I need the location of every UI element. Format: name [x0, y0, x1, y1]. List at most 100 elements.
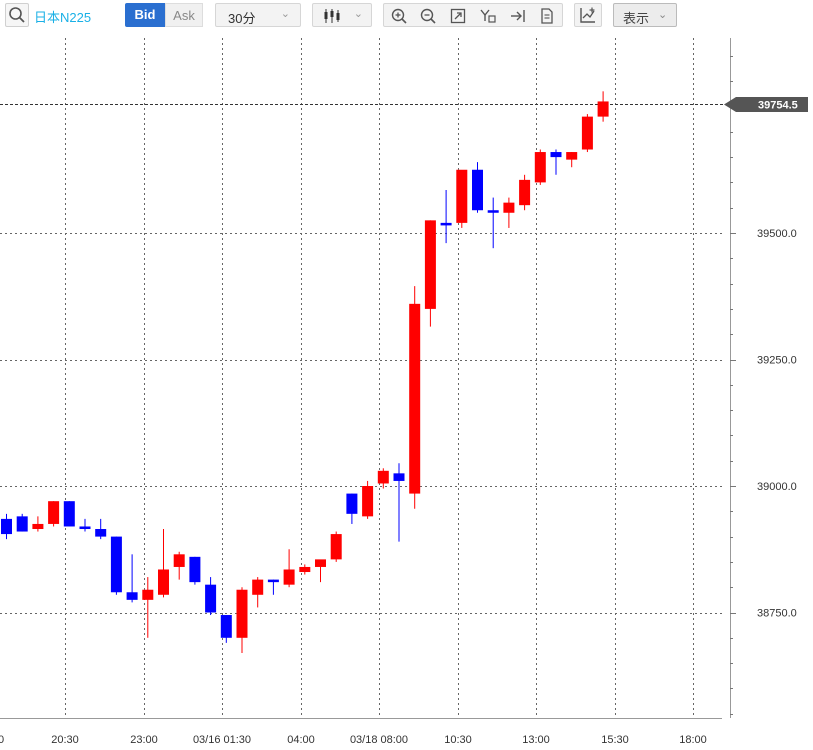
candle: [299, 564, 311, 575]
candle: [220, 615, 232, 643]
candle: [393, 463, 405, 542]
x-tick-label: 04:00: [287, 734, 315, 746]
candle-body: [409, 303, 421, 494]
candle: [158, 529, 169, 598]
candle-body: [456, 169, 468, 223]
candle-body: [142, 589, 154, 600]
candle: [456, 169, 468, 228]
candle: [519, 174, 531, 211]
candle: [315, 559, 326, 583]
candle: [472, 162, 483, 213]
candle-body: [220, 615, 232, 638]
candle-body: [597, 101, 609, 117]
candle: [362, 480, 374, 519]
candle-body: [110, 536, 122, 593]
candle-body: [1, 518, 12, 535]
candle-body: [95, 529, 107, 537]
fit-icon[interactable]: [449, 7, 467, 25]
candle: [32, 516, 44, 532]
candle: [597, 91, 609, 122]
candle: [487, 197, 499, 249]
candle-body: [377, 470, 389, 484]
candle: [236, 587, 248, 653]
candle-body: [487, 210, 499, 213]
candle-body: [16, 516, 28, 532]
document-icon[interactable]: [538, 7, 556, 25]
candle: [142, 577, 154, 638]
candle: [503, 197, 515, 228]
grid: [0, 38, 730, 718]
candle-body: [63, 501, 75, 527]
candle-body: [440, 222, 452, 226]
last-price-label: 39754.5: [758, 100, 798, 112]
candle-body: [252, 579, 264, 595]
candle-body: [393, 473, 405, 481]
drawing-tool-icon[interactable]: [479, 7, 497, 25]
candle-body: [205, 584, 217, 613]
candle: [330, 531, 342, 562]
double-chevron-down-icon: ⌄: [658, 9, 668, 21]
candle-body: [32, 523, 44, 530]
ask-button[interactable]: Ask: [165, 3, 203, 27]
candle-body: [189, 556, 201, 583]
candle: [581, 114, 593, 153]
candle: [173, 551, 185, 580]
indicator-button[interactable]: [574, 3, 602, 27]
zoom-in-icon[interactable]: [390, 7, 408, 25]
interval-select[interactable]: 30分 ⌄: [215, 3, 301, 27]
candle: [424, 220, 436, 327]
candle-body: [330, 534, 342, 560]
candle-body: [126, 592, 138, 600]
x-tick-label: 15:30: [601, 734, 629, 746]
candle: [346, 493, 358, 524]
candle: [377, 468, 389, 489]
x-tick-label: 23:00: [130, 734, 158, 746]
candle: [95, 518, 107, 540]
arrow-right-icon[interactable]: [509, 7, 527, 25]
candle-body: [267, 579, 279, 583]
bid-button[interactable]: Bid: [125, 3, 165, 27]
candle-body: [79, 526, 91, 530]
x-tick-label: 20:30: [51, 734, 79, 746]
candle: [1, 513, 12, 540]
candle: [205, 577, 217, 616]
x-tick-label: 18:00: [679, 734, 707, 746]
candle-body: [48, 501, 60, 524]
y-tick-label: 38750.0: [757, 608, 797, 620]
chart-type-select[interactable]: ⌄: [312, 3, 372, 27]
candle-body: [503, 202, 515, 213]
candle: [283, 549, 295, 588]
candle-body: [346, 493, 358, 514]
candle-body: [299, 566, 311, 573]
candle: [110, 536, 122, 595]
candles: [1, 91, 609, 653]
candle: [189, 556, 201, 585]
axes: 38750.0 39000.0 39250.0 39500.0 39754.5 20:30…: [0, 38, 808, 746]
candle: [48, 501, 60, 527]
display-button[interactable]: 表示 ⌄: [613, 3, 677, 27]
candle: [440, 189, 452, 244]
symbol-name[interactable]: 日本N225: [34, 10, 92, 25]
zoom-out-icon[interactable]: [419, 7, 437, 25]
candle-body: [534, 152, 546, 183]
x-tick-label: 03/16 01:30: [193, 734, 251, 746]
candle-body: [519, 179, 531, 206]
y-tick-label: 39250.0: [757, 355, 797, 367]
candle-body: [566, 152, 578, 160]
x-tick-label: 10:30: [444, 734, 472, 746]
display-label: 表示: [623, 11, 650, 26]
y-tick-label: 39000.0: [757, 481, 797, 493]
candle-body: [173, 554, 185, 567]
y-tick-label: 39500.0: [757, 228, 797, 240]
x-tick-label: 03/18 08:00: [350, 734, 408, 746]
search-icon[interactable]: [5, 3, 29, 27]
candle-body: [283, 569, 295, 585]
chevron-down-icon: ⌄: [280, 8, 290, 20]
candle: [63, 501, 75, 527]
candle-body: [424, 220, 436, 309]
candle: [409, 286, 421, 509]
candle: [252, 577, 264, 608]
candle-body: [550, 152, 562, 158]
x-tick-label: 13:00: [522, 734, 550, 746]
